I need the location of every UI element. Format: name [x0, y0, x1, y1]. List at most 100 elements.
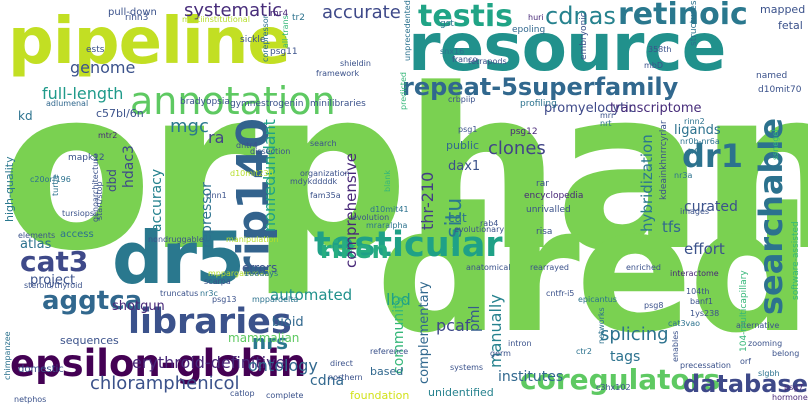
word: mbD [644, 61, 664, 70]
word: hormone [772, 393, 808, 402]
word: netphos [14, 395, 47, 404]
word: riken [320, 236, 389, 264]
word: cdnas [545, 2, 616, 30]
word: snx16 [440, 47, 465, 56]
word: coregulators [520, 363, 721, 396]
word: unprecedented [403, 0, 412, 61]
word: search [310, 139, 337, 148]
word: 180days [244, 269, 279, 278]
word: genome [70, 58, 136, 77]
word: tfs [662, 218, 681, 236]
word: ontology [248, 356, 318, 375]
word: encyclopedia [524, 191, 584, 201]
word: d10mit230 [230, 169, 274, 178]
word: clones [488, 138, 546, 159]
word: germ [490, 349, 511, 358]
word: ligands [674, 123, 721, 138]
word: zooming [748, 339, 783, 348]
word: cat [448, 211, 467, 225]
word: mr4 [270, 9, 289, 19]
word: testis [418, 0, 514, 34]
word: foundation [350, 389, 410, 402]
word: community [391, 295, 407, 374]
word: 1ys238 [690, 309, 720, 318]
word: rab4 [480, 219, 499, 228]
word: fetal [778, 19, 803, 32]
word: rinn2 [684, 117, 705, 126]
word: evolutionary [454, 225, 505, 234]
word: franco [452, 55, 478, 64]
word: complementary [417, 281, 432, 384]
word: systems [450, 363, 484, 372]
word: thr-210 [418, 171, 437, 230]
word: catlop [230, 389, 255, 398]
word: psg1 [458, 125, 478, 134]
word: accuracy [149, 168, 165, 232]
word: access [60, 229, 94, 240]
word: pml [467, 305, 483, 332]
word: tr2 [292, 13, 305, 23]
word: kd [18, 109, 33, 123]
word: scarpa [204, 277, 231, 286]
word: tursiops [62, 209, 95, 218]
word: structures [689, 0, 699, 46]
word: dntr4 [236, 141, 258, 150]
word: atlas [20, 237, 52, 252]
word: psg8 [644, 301, 664, 310]
word: rearrayed [530, 263, 570, 272]
word: tetrapods [468, 57, 507, 66]
word: ssnegel [771, 129, 780, 160]
word: rar [536, 179, 549, 189]
word: cat3 [20, 245, 89, 278]
word: fam35a [310, 191, 341, 200]
word: nondruggable [148, 235, 204, 244]
word: nr3a [674, 171, 693, 180]
word: nr3c [200, 289, 218, 298]
word: 104-multicapillary [739, 270, 749, 352]
word: huri [528, 13, 544, 22]
word: libraries [128, 302, 292, 342]
word: hdac3 [121, 145, 137, 188]
word: 358th [648, 45, 672, 54]
word: mraralpha [366, 221, 408, 230]
word: splicing [600, 324, 669, 345]
word: enriched [626, 263, 661, 272]
word: anatomical [466, 263, 511, 272]
word: psg7 [784, 383, 804, 392]
word: database [683, 370, 808, 398]
word: pull-down [108, 7, 157, 18]
word: repeat-5superfamily [402, 73, 679, 101]
word: truncatus [160, 289, 199, 298]
word: multiinstitutional [182, 15, 250, 24]
word: resource [408, 9, 726, 86]
word: crbpiip [448, 95, 476, 104]
word: adlumenal [46, 99, 89, 108]
word: c57bl/6n [96, 107, 144, 120]
word: institutes [498, 369, 564, 385]
word: chimpanzee [3, 331, 12, 380]
word: psg11 [270, 47, 298, 57]
word: genoarchitecture [91, 153, 100, 222]
word: orphan [0, 42, 808, 300]
word: psg12 [510, 127, 538, 137]
word: nr0b-nr6a [680, 137, 720, 146]
word: kdeainkhnrrcyrlar [659, 120, 669, 200]
word: predicted [399, 72, 408, 110]
word: mapk12 [68, 153, 105, 163]
word: framework [316, 69, 360, 78]
word: ra [208, 128, 225, 147]
word: mapped [760, 3, 806, 16]
word: ctr2 [576, 347, 592, 356]
word: hybridization [638, 134, 656, 232]
word: images [680, 207, 710, 216]
word: risa [536, 227, 553, 237]
word: lbd [386, 290, 411, 309]
word: northern [328, 373, 363, 382]
word: cat3vao [668, 319, 701, 328]
word: unidentified [428, 386, 494, 399]
word: all-trans [281, 15, 290, 48]
word: enables [671, 330, 680, 362]
word: tr0 [688, 147, 700, 156]
word: slgbh [758, 369, 780, 378]
word: precessation [680, 361, 731, 370]
